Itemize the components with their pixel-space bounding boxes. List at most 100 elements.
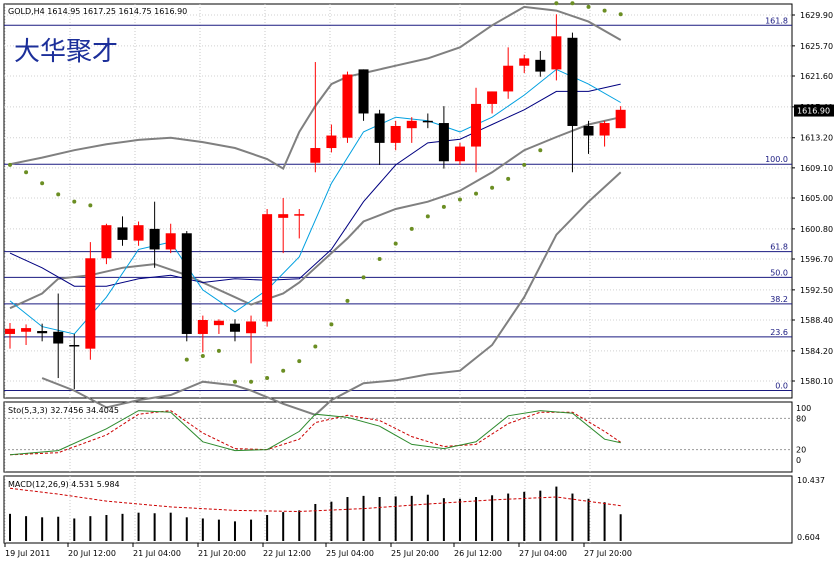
candle-bear — [149, 228, 160, 250]
fib-level-label: 23.6 — [770, 328, 788, 337]
sar-dot — [457, 197, 462, 202]
sar-dot — [490, 185, 495, 190]
stoch-signal-line — [9, 410, 621, 456]
time-tick-label: 25 Jul 20:00 — [391, 549, 439, 558]
panel-frame-2 — [3, 475, 793, 544]
candle-bear — [535, 59, 546, 72]
sar-dot — [393, 241, 398, 246]
candle-bull — [165, 233, 176, 250]
stoch-tick-label: 80 — [796, 414, 806, 423]
time-tick-label: 19 Jul 2011 — [5, 549, 50, 558]
sar-dot — [570, 1, 575, 6]
candle-bull — [21, 328, 32, 332]
candle-bull — [503, 65, 514, 92]
macd-tick-label: 10.437 — [797, 476, 825, 485]
candle-bear — [229, 323, 240, 332]
sar-dot — [232, 379, 237, 384]
stoch-tick-label: 20 — [796, 446, 806, 455]
sar-dot — [297, 359, 302, 364]
sar-dot — [538, 148, 543, 153]
candle-bull — [294, 214, 305, 216]
panel-frame-0 — [3, 3, 793, 399]
sar-dot — [200, 354, 205, 359]
sar-dot — [216, 348, 221, 353]
candle-bull — [406, 120, 417, 129]
price-tick-label: 1580.10 — [800, 377, 833, 386]
candle-bull — [342, 74, 353, 138]
ma-fast-line — [9, 68, 621, 335]
candle-bull — [390, 125, 401, 143]
candle-bull — [310, 148, 321, 163]
bollinger-middle-line — [9, 116, 621, 310]
sar-dot — [441, 204, 446, 209]
candle-bull — [551, 36, 562, 70]
macd-panel — [9, 486, 622, 541]
candle-bull — [278, 214, 289, 218]
price-tick-label: 1609.10 — [800, 164, 833, 173]
stochastic-panel — [4, 410, 792, 456]
candle-bull — [599, 123, 610, 136]
sar-dot — [8, 162, 12, 167]
sar-dot — [586, 4, 591, 9]
fib-level-label: 50.0 — [770, 268, 788, 277]
time-tick-label: 25 Jul 04:00 — [326, 549, 374, 558]
candle-bear — [69, 344, 80, 347]
candle-bear — [358, 69, 369, 114]
sar-dot — [56, 192, 61, 197]
time-tick-label: 21 Jul 04:00 — [133, 549, 181, 558]
candle-bear — [37, 331, 48, 334]
candle-bull — [85, 258, 96, 349]
candle-bull — [615, 109, 626, 129]
candle-bull — [197, 320, 208, 334]
candle-bull — [101, 225, 112, 259]
candle-bear — [422, 120, 433, 123]
time-tick-label: 20 Jul 12:00 — [68, 549, 116, 558]
stoch-tick-label: 0 — [796, 456, 801, 465]
price-tick-label: 1600.80 — [800, 225, 833, 234]
candle-bull — [454, 146, 465, 162]
watermark-logo: 大华聚才 — [14, 37, 118, 67]
price-tick-label: 1625.70 — [800, 42, 833, 51]
price-tick-label: 1584.20 — [800, 347, 833, 356]
time-tick-label: 26 Jul 12:00 — [454, 549, 502, 558]
fib-level-label: 38.2 — [770, 295, 788, 304]
candle-bear — [374, 113, 385, 143]
sar-dot — [425, 214, 430, 219]
price-tick-label: 1605.00 — [800, 194, 833, 203]
fib-level-label: 161.8 — [765, 16, 788, 25]
sar-dot — [618, 12, 623, 17]
price-tick-label: 1613.20 — [800, 134, 833, 143]
current-price-marker: 1616.90 — [794, 104, 834, 117]
sar-dot — [361, 275, 366, 280]
macd-signal-line — [9, 487, 621, 513]
candle-bull — [133, 225, 144, 241]
symbol-info: GOLD,H4 1614.95 1617.25 1614.75 1616.90 — [8, 7, 187, 16]
price-indicators — [9, 5, 622, 416]
sar-dot — [40, 181, 45, 186]
sar-dot — [377, 257, 382, 261]
time-tick-label: 22 Jul 12:00 — [263, 549, 311, 558]
fibonacci-retracement: 161.8 100.0 61.8 50.0 38.2 23.6 0.0 — [4, 16, 792, 392]
stoch-main-line — [9, 410, 621, 456]
sar-dot — [522, 162, 527, 167]
price-tick-label: 1592.50 — [800, 286, 833, 295]
candle-bear — [438, 123, 449, 162]
price-tick-label: 1621.60 — [800, 72, 833, 81]
fib-level-label: 100.0 — [765, 155, 788, 164]
fib-level-label: 0.0 — [775, 382, 788, 391]
sar-dot — [602, 8, 607, 13]
panel-frames — [3, 3, 793, 544]
sar-dot — [184, 357, 189, 362]
candle-bull — [326, 135, 337, 149]
panel-frame-1 — [3, 401, 793, 473]
price-tick-label: 1588.40 — [800, 316, 833, 325]
sar-dot — [24, 170, 29, 175]
time-tick-label: 21 Jul 20:00 — [198, 549, 246, 558]
stoch-tick-label: 100 — [796, 404, 811, 413]
macd-tick-label: 0.604 — [797, 533, 820, 542]
candle-bull — [487, 91, 498, 104]
sar-dot — [313, 344, 318, 349]
price-tick-label: 1629.90 — [800, 11, 833, 20]
candle-bear — [117, 227, 128, 240]
